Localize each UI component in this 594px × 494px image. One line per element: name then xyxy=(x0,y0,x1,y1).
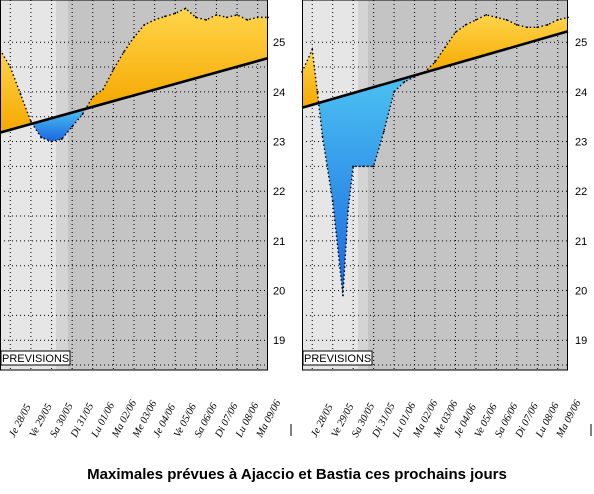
forecast-point xyxy=(536,26,539,29)
forecast-point xyxy=(215,13,218,16)
below-trend-area xyxy=(318,73,423,296)
forecast-point xyxy=(112,68,115,71)
forecast-label: PREVISIONS xyxy=(302,350,373,366)
forecast-point xyxy=(372,165,375,168)
forecast-point xyxy=(311,48,314,51)
y-tick-label: 21 xyxy=(575,236,587,248)
forecast-label-box xyxy=(302,350,373,366)
y-tick-label: 19 xyxy=(575,335,587,347)
y-tick-label: 24 xyxy=(575,87,587,99)
forecast-point xyxy=(50,140,53,143)
forecast-point xyxy=(91,95,94,98)
trend-line xyxy=(301,30,569,110)
deviation-areas xyxy=(0,8,268,142)
y-tick-label: 25 xyxy=(575,37,587,49)
forecast-point xyxy=(71,125,74,128)
forecast-point xyxy=(434,61,436,63)
forecast-label-text: PREVISIONS xyxy=(304,353,371,365)
forecast-point xyxy=(236,13,238,16)
grid xyxy=(0,0,268,370)
forecast-point xyxy=(526,26,528,29)
x-tick-label: Ma 09/06 xyxy=(554,398,584,441)
forecast-point xyxy=(362,165,365,168)
forecast-point xyxy=(30,120,32,123)
forecast-point xyxy=(454,31,457,34)
y-tick-label: 22 xyxy=(273,186,285,198)
y-tick-label: 20 xyxy=(273,286,285,298)
forecast-point xyxy=(246,18,249,21)
forecast-point xyxy=(19,93,22,96)
forecast-point xyxy=(556,18,559,21)
forecast-point xyxy=(133,36,135,39)
y-tick-label: 25 xyxy=(273,37,285,49)
background-band-0 xyxy=(0,0,56,370)
forecast-label-text: PREVISIONS xyxy=(2,353,69,365)
forecast-point xyxy=(122,51,125,54)
forecast-point xyxy=(352,165,355,168)
y-tick-label: 22 xyxy=(575,186,587,198)
forecast-point xyxy=(331,200,334,203)
forecast-point xyxy=(505,18,508,21)
y-tick-label: 20 xyxy=(575,286,587,298)
forecast-point xyxy=(143,23,146,26)
forecast-point xyxy=(174,12,177,15)
forecast-point xyxy=(164,15,166,18)
forecast-point xyxy=(205,18,208,21)
forecast-point xyxy=(60,138,63,140)
forecast-point xyxy=(342,294,344,297)
forecast-point xyxy=(464,23,467,26)
forecast-point xyxy=(347,210,349,212)
forecast-point xyxy=(316,90,319,93)
forecast-point xyxy=(184,7,187,10)
forecast-label: PREVISIONS xyxy=(0,350,71,366)
forecast-point xyxy=(546,23,549,26)
forecast-point xyxy=(9,66,12,68)
above-trend-area xyxy=(0,49,33,133)
forecast-point xyxy=(153,18,156,21)
y-tick-label: 24 xyxy=(273,87,285,99)
forecast-point xyxy=(515,23,518,26)
forecast-label-box xyxy=(0,350,71,366)
below-trend-area xyxy=(32,108,86,142)
background-band-1 xyxy=(56,0,68,370)
forecast-point xyxy=(225,16,228,19)
figure-caption: Maximales prévues à Ajaccio et Bastia ce… xyxy=(87,466,507,483)
forecast-point xyxy=(444,46,447,49)
background-band-2 xyxy=(368,0,568,370)
forecast-point xyxy=(485,13,488,16)
y-tick-label: 19 xyxy=(273,335,285,347)
forecast-point xyxy=(256,16,259,19)
y-tick-label: 23 xyxy=(575,137,587,149)
forecast-point xyxy=(102,88,104,91)
forecast-point xyxy=(475,18,477,21)
forecast-point xyxy=(495,16,498,19)
plot-border xyxy=(0,0,268,371)
forecast-point xyxy=(194,16,197,19)
forecast-point xyxy=(382,130,385,133)
y-tick-label: 23 xyxy=(273,137,285,149)
plot-border xyxy=(302,0,568,371)
forecast-point xyxy=(403,81,406,83)
x-tick-label: Ma 09/06 xyxy=(254,398,284,441)
forecast-point xyxy=(321,135,324,138)
background-band-1 xyxy=(358,0,368,370)
trend-line xyxy=(0,56,269,134)
above-trend-area xyxy=(85,8,268,109)
forecast-point xyxy=(393,90,395,93)
above-trend-area xyxy=(422,14,568,74)
forecast-point xyxy=(40,136,43,139)
forecast-point xyxy=(81,113,84,116)
y-tick-label: 21 xyxy=(273,236,285,248)
